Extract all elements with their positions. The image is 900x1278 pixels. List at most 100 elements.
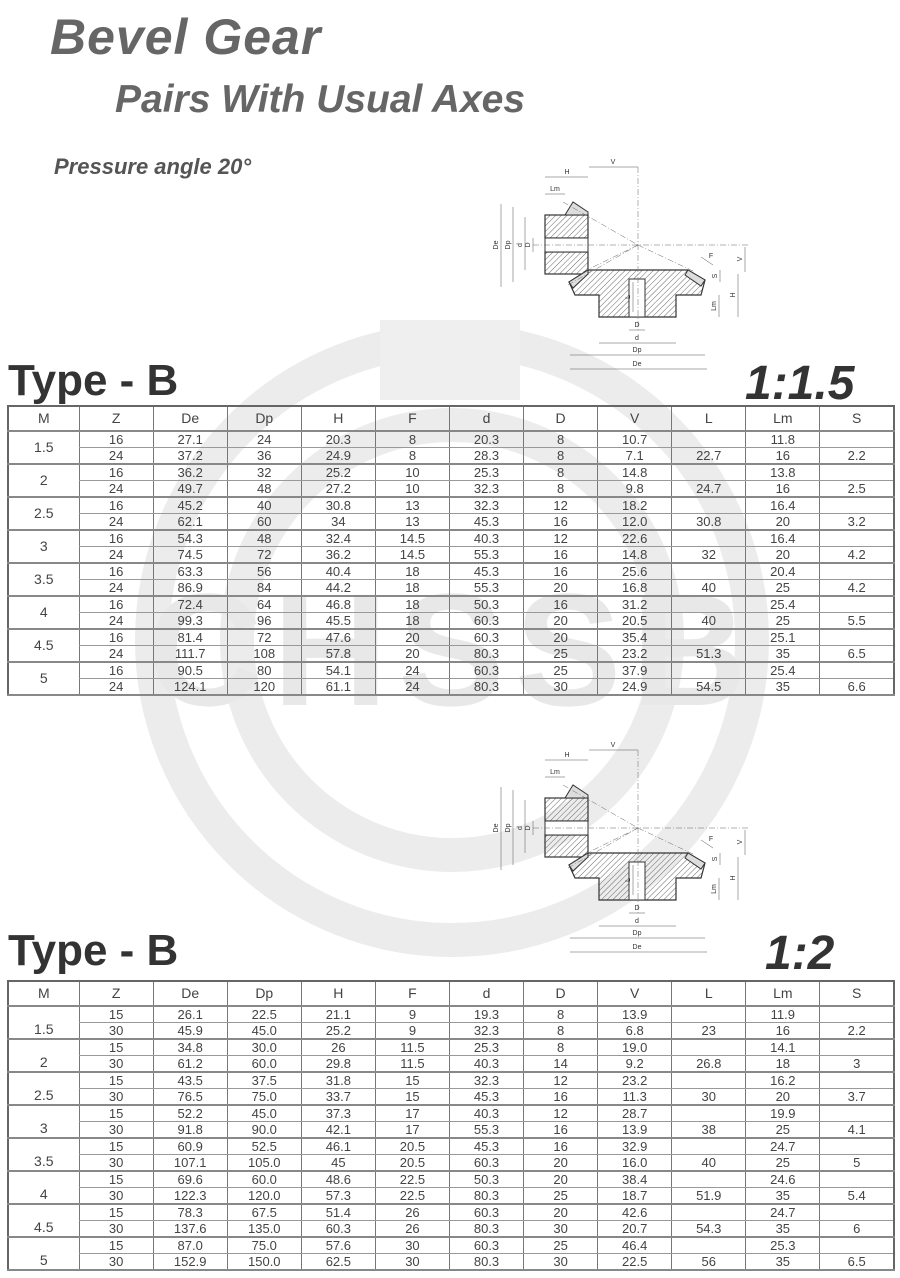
cell-dp: 60 [226,513,302,531]
cell-v: 9.8 [597,480,672,498]
table-row: 30 152.9 150.0 62.5 30 80.3 30 22.5 56 35 6.5 [8,1253,894,1271]
table-row: 2.5 16 45.2 40 30.8 13 32.3 12 18.2 16.4 [7,497,894,531]
cell-h: 46.1 [300,1138,376,1155]
cell-d: 30 [523,678,598,696]
cell-d: 12 [523,530,598,547]
cell-v: 22.5 [597,1253,672,1271]
cell-l [671,1039,746,1056]
cell-dp: 48 [226,480,302,498]
cell-f: 18 [374,612,450,630]
cell-s: 4.1 [819,1121,894,1139]
cell-dp: 24 [226,431,302,448]
cell-d: 40.3 [448,1105,524,1122]
cell-v: 20.5 [597,612,672,630]
cell-d: 50.3 [448,596,524,613]
cell-s: 3.7 [819,1088,894,1106]
cell-de: 87.0 [152,1237,228,1254]
cell-d: 60.3 [448,1237,524,1254]
cell-h: 20.3 [300,431,376,448]
cell-z: 24 [78,645,154,663]
cell-v: 46.4 [597,1237,672,1254]
cell-s [819,596,894,613]
table-row: 24 74.5 72 36.2 14.5 55.3 16 14.8 32 20 4.2 [8,546,894,564]
module-cell: 4.5 [7,1204,80,1238]
cell-dp: 75.0 [226,1088,302,1106]
cell-d: 55.3 [448,546,524,564]
cell-s [819,464,894,481]
cell-s: 6.5 [819,1253,894,1271]
cell-l: 23 [671,1022,746,1040]
cell-lm: 11.8 [745,431,820,448]
cell-l [671,431,746,448]
cell-s: 2.2 [819,447,894,465]
dim-label-dp: Dp [633,347,642,354]
table-row: 2 15 34.8 30.0 26 11.5 25.3 8 19.0 14.1 [7,1039,894,1073]
cell-v: 11.3 [597,1088,672,1106]
dim-label-de: De [493,823,500,832]
cell-h: 21.1 [300,1006,376,1023]
cell-l: 54.3 [671,1220,746,1238]
cell-v: 13.9 [597,1121,672,1139]
cell-dp: 48 [226,530,302,547]
cell-dp: 90.0 [226,1121,302,1139]
cell-de: 86.9 [152,579,228,597]
bevel-gear-diagram: V H Lm De Dp d D V S H Lm L F D d Dp De [483,152,763,377]
cell-d: 25 [523,645,598,663]
cell-d: 32.3 [448,1022,524,1040]
cell-d: 32.3 [448,480,524,498]
cell-f: 8 [374,447,450,465]
table-row: 4 16 72.4 64 46.8 18 50.3 16 31.2 25.4 [7,596,894,630]
dim-label-s: S [712,856,719,861]
cell-d: 8 [523,1022,598,1040]
cell-f: 8 [374,431,450,448]
cell-z: 30 [78,1088,154,1106]
cell-d: 8 [523,431,598,448]
column-header: Z [78,406,154,432]
cell-d: 20 [523,629,598,646]
cell-dp: 52.5 [226,1138,302,1155]
ratio-label: 1:2 [765,927,835,980]
cell-d: 45.3 [448,1088,524,1106]
cell-f: 20.5 [374,1154,450,1172]
cell-s: 4.2 [819,579,894,597]
cell-dp: 60.0 [226,1171,302,1188]
cell-z: 15 [78,1006,154,1023]
module-cell: 5 [7,1237,80,1271]
cell-f: 20 [374,629,450,646]
table-row: 30 107.1 105.0 45 20.5 60.3 20 16.0 40 25 5 [8,1154,894,1172]
cell-dp: 40 [226,497,302,514]
cell-dp: 80 [226,662,302,679]
cell-dp: 150.0 [226,1253,302,1271]
cell-l: 24.7 [671,480,746,498]
cell-s [819,497,894,514]
cell-d: 25.3 [448,1039,524,1056]
cell-dp: 32 [226,464,302,481]
cell-s [819,1105,894,1122]
cell-de: 137.6 [152,1220,228,1238]
cell-de: 107.1 [152,1154,228,1172]
cell-z: 15 [78,1105,154,1122]
cell-z: 24 [78,612,154,630]
cell-z: 30 [78,1253,154,1271]
dim-label-d: D [525,242,532,247]
cell-z: 15 [78,1204,154,1221]
dim-label-h: H [564,169,569,176]
cell-f: 22.5 [374,1171,450,1188]
dim-label-v: V [737,839,744,844]
cell-d: 8 [523,1006,598,1023]
dim-label-d: D [525,825,532,830]
cell-f: 30 [374,1253,450,1271]
cell-de: 37.2 [152,447,228,465]
ring-gear [568,852,706,901]
cell-lm: 35 [745,1187,820,1205]
cell-v: 6.8 [597,1022,672,1040]
cell-d: 60.3 [448,662,524,679]
cell-f: 14.5 [374,546,450,564]
cell-d: 16 [523,546,598,564]
cell-dp: 108 [226,645,302,663]
table-row: 3.5 15 60.9 52.5 46.1 20.5 45.3 16 32.9 24.7 [7,1138,894,1172]
cell-f: 20.5 [374,1138,450,1155]
cell-z: 24 [78,678,154,696]
